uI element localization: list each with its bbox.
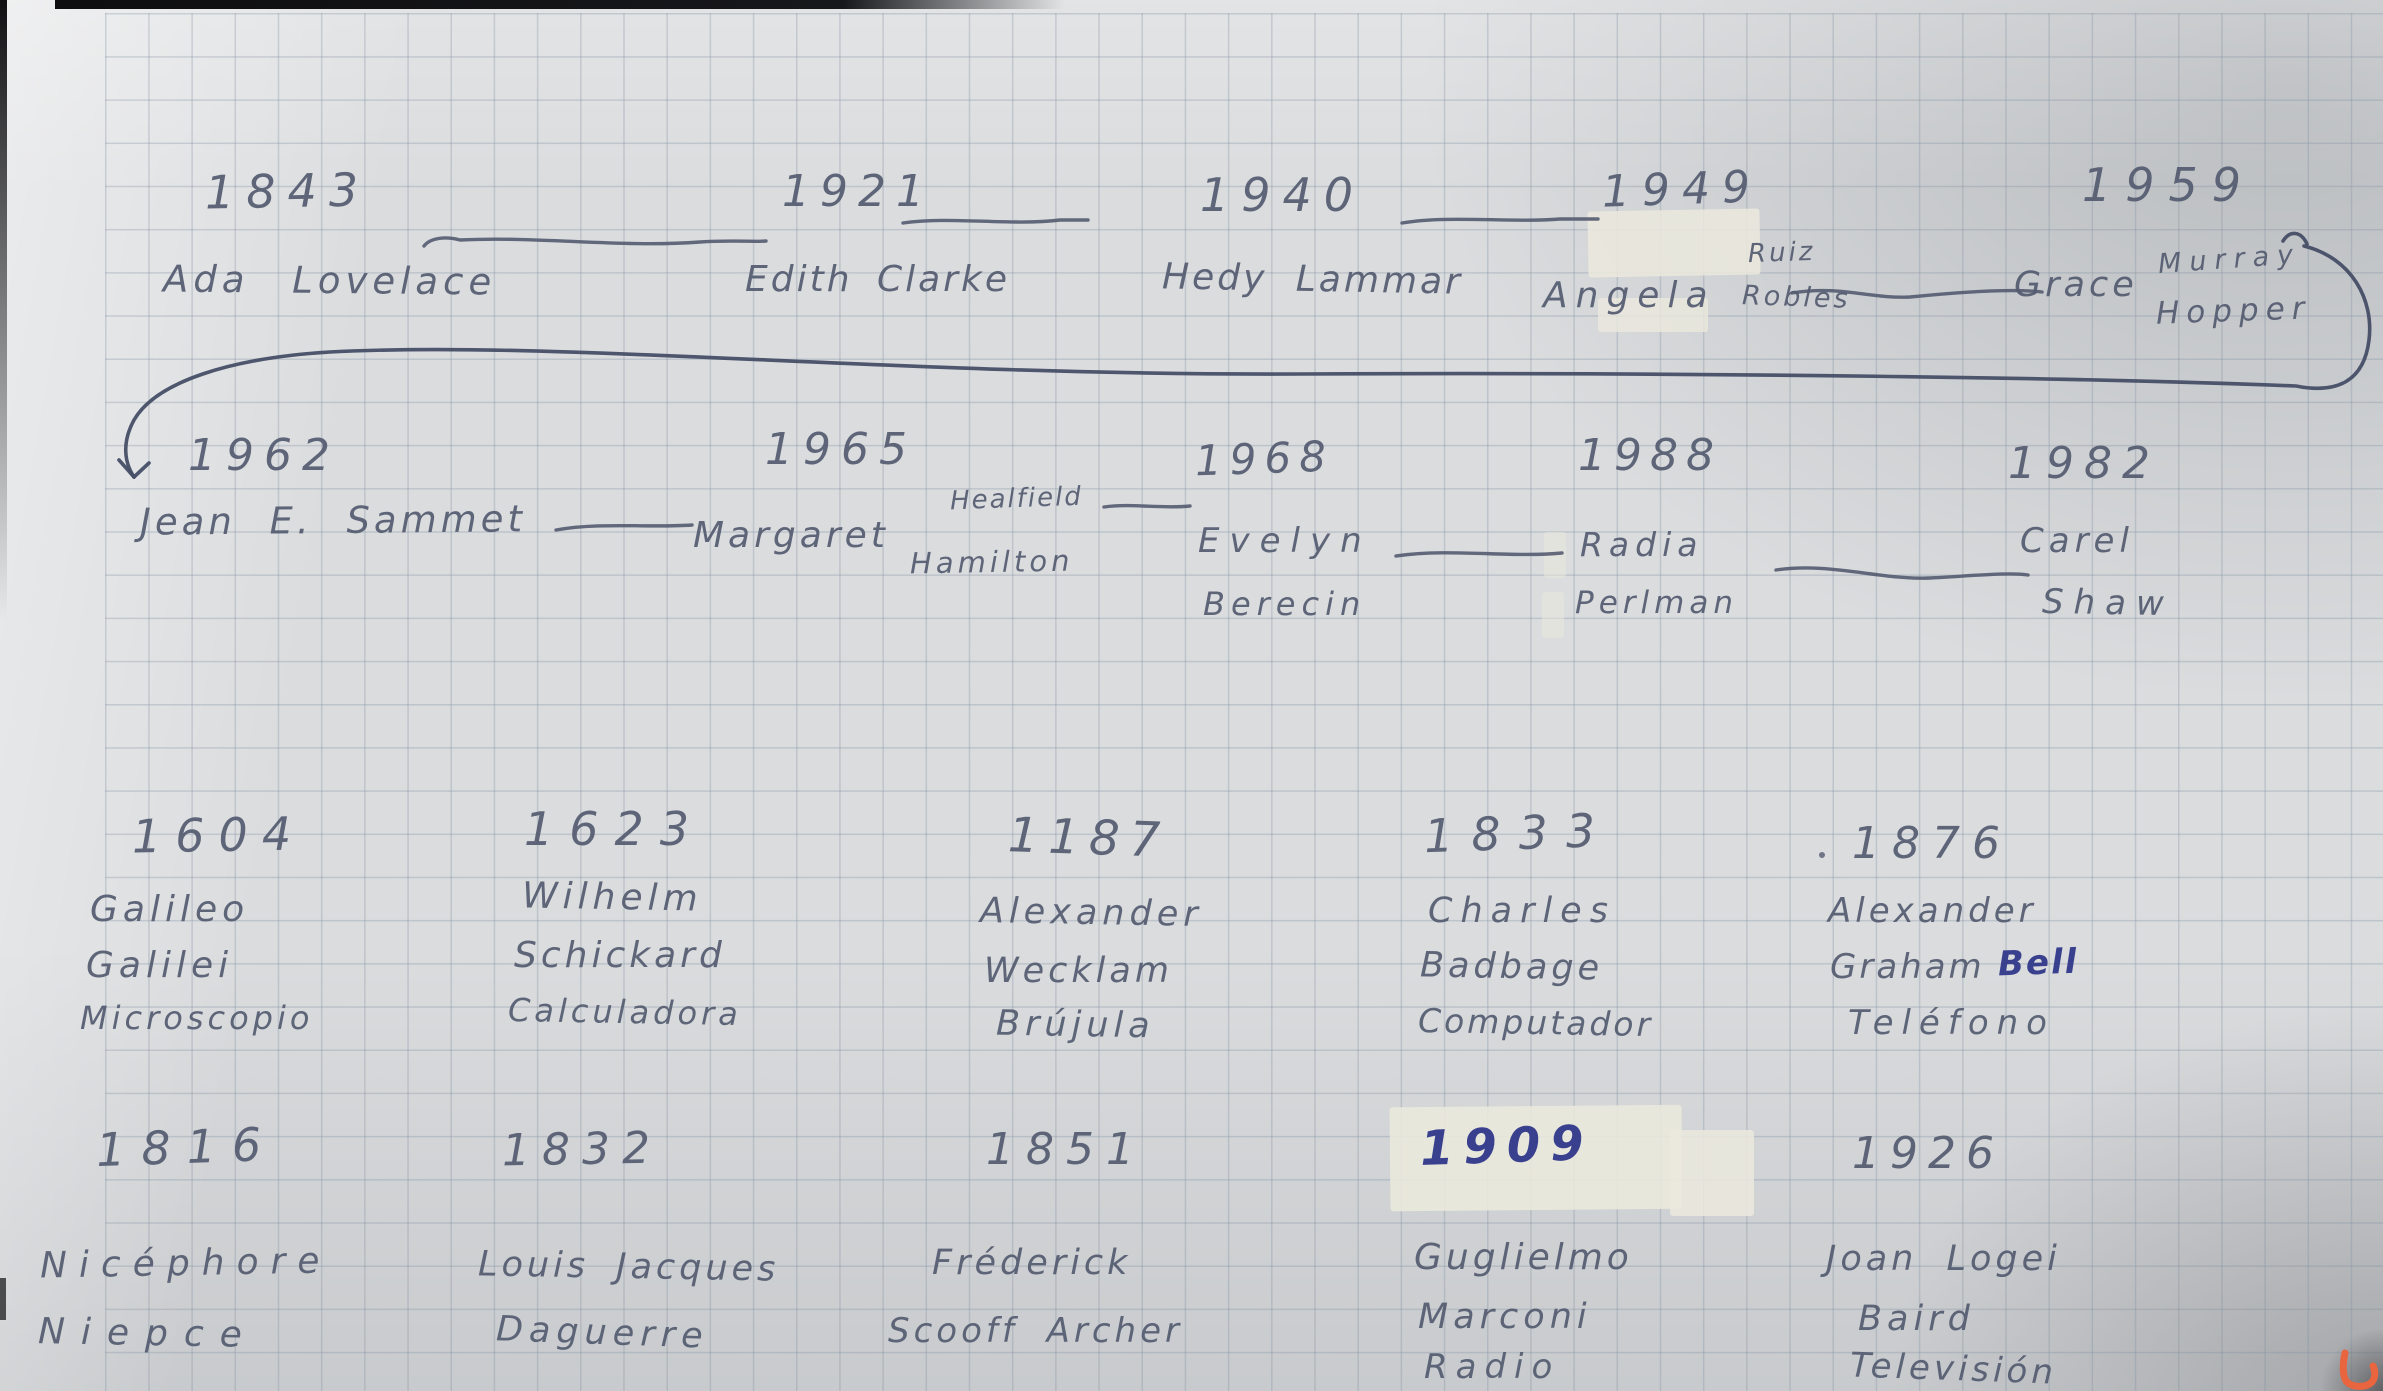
name-ada-lovelace: Ada Lovelace bbox=[162, 257, 497, 304]
item-radio: Radio bbox=[1424, 1347, 1561, 1387]
item-brujula: Brújula bbox=[995, 1003, 1156, 1047]
table-edge-bottom-left bbox=[0, 1278, 6, 1320]
name-ruiz: Ruiz bbox=[1747, 236, 1816, 270]
name-hamilton: Hamilton bbox=[909, 543, 1074, 581]
year-1623: 1623 bbox=[524, 802, 706, 856]
item-calculadora: Calculadora bbox=[507, 990, 743, 1034]
year-1940: 1940 bbox=[1200, 168, 1366, 222]
name-graham: Graham bbox=[1830, 947, 1985, 987]
year-1949: 1949 bbox=[1601, 161, 1763, 218]
name-schickard: Schickard bbox=[514, 935, 726, 976]
year-1921: 1921 bbox=[782, 166, 934, 217]
whiteout-patch bbox=[1542, 592, 1564, 638]
year-1851: 1851 bbox=[986, 1124, 1146, 1175]
name-marconi: Marconi bbox=[1418, 1297, 1592, 1337]
name-baird: Baird bbox=[1858, 1299, 1975, 1339]
item-telefono: Teléfono bbox=[1848, 1003, 2055, 1043]
name-charles: Charles bbox=[1428, 891, 1616, 931]
whiteout-patch bbox=[1587, 208, 1761, 278]
name-louis-jacques: Louis Jacques bbox=[477, 1244, 780, 1290]
name-jean-e-sammet: Jean E. Sammet bbox=[139, 497, 527, 544]
year-1187: 1187 bbox=[1007, 807, 1172, 869]
year-1968: 1968 bbox=[1194, 431, 1335, 486]
name-angela: Angela bbox=[1543, 275, 1716, 316]
table-edge-top bbox=[55, 0, 1065, 9]
name-bell-overwritten: Bell bbox=[1997, 941, 2079, 985]
year-1832: 1832 bbox=[501, 1122, 663, 1177]
name-frederick: Fréderick bbox=[932, 1243, 1132, 1283]
item-television: Televisión bbox=[1849, 1345, 2058, 1391]
name-badbage: Badbage bbox=[1419, 945, 1604, 989]
year-1833: 1833 bbox=[1423, 802, 1614, 864]
table-corner-bottom-right bbox=[2318, 1330, 2383, 1391]
name-alexander-wecklam-2: Wecklam bbox=[984, 951, 1173, 991]
name-edith-clarke: Edith Clarke bbox=[745, 259, 1010, 300]
name-scooff-archer: Scooff Archer bbox=[888, 1311, 1184, 1351]
year-1959: 1959 bbox=[2082, 158, 2256, 212]
year-1962: 1962 bbox=[188, 430, 340, 481]
year-1926: 1926 bbox=[1852, 1128, 2004, 1179]
name-shaw: Shaw bbox=[2041, 581, 2175, 625]
name-carel: Carel bbox=[2020, 521, 2134, 561]
name-guglielmo: Guglielmo bbox=[1414, 1237, 1633, 1278]
item-microscopio: Microscopio bbox=[80, 999, 314, 1037]
name-wilhelm: Wilhelm bbox=[521, 875, 703, 920]
name-hopper: Hopper bbox=[2155, 290, 2313, 332]
name-daguerre: Daguerre bbox=[495, 1309, 710, 1357]
whiteout-patch bbox=[1670, 1130, 1754, 1216]
name-radia: Radia bbox=[1580, 525, 1704, 564]
year-1982: 1982 bbox=[2008, 438, 2160, 489]
year-1876: 1876 bbox=[1852, 818, 2012, 869]
name-evelyn: Evelyn bbox=[1198, 521, 1372, 561]
name-galileo: Galileo bbox=[90, 889, 250, 930]
name-robles: Robles bbox=[1741, 280, 1852, 315]
name-alexander-bell-1: Alexander bbox=[1828, 891, 2037, 931]
year-1965: 1965 bbox=[765, 424, 917, 475]
name-perlman: Perlman bbox=[1575, 585, 1738, 621]
name-healfield: Healfield bbox=[949, 481, 1084, 517]
year-1816: 1816 bbox=[95, 1116, 278, 1178]
year-1604: 1604 bbox=[131, 806, 306, 864]
name-hedy-lammar: Hedy Lammar bbox=[1161, 256, 1464, 303]
year-1988: 1988 bbox=[1578, 430, 1722, 481]
item-computador: Computador bbox=[1417, 1000, 1654, 1045]
name-alexander-wecklam-1: Alexander bbox=[979, 891, 1204, 935]
year-1843: 1843 bbox=[204, 162, 371, 220]
name-galilei: Galilei bbox=[86, 945, 234, 986]
whiteout-patch bbox=[1544, 532, 1566, 578]
name-nicephore: Nicéphore bbox=[39, 1240, 332, 1287]
name-margaret: Margaret bbox=[693, 515, 889, 556]
year-1909-overwritten: 1909 bbox=[1419, 1114, 1595, 1178]
name-berecin: Berecin bbox=[1203, 585, 1367, 623]
name-grace: Grace bbox=[2014, 265, 2138, 305]
name-niepce: Niepce bbox=[37, 1311, 259, 1356]
name-joan-logei: Joan Logei bbox=[1826, 1239, 2061, 1279]
table-edge-left bbox=[0, 0, 7, 620]
